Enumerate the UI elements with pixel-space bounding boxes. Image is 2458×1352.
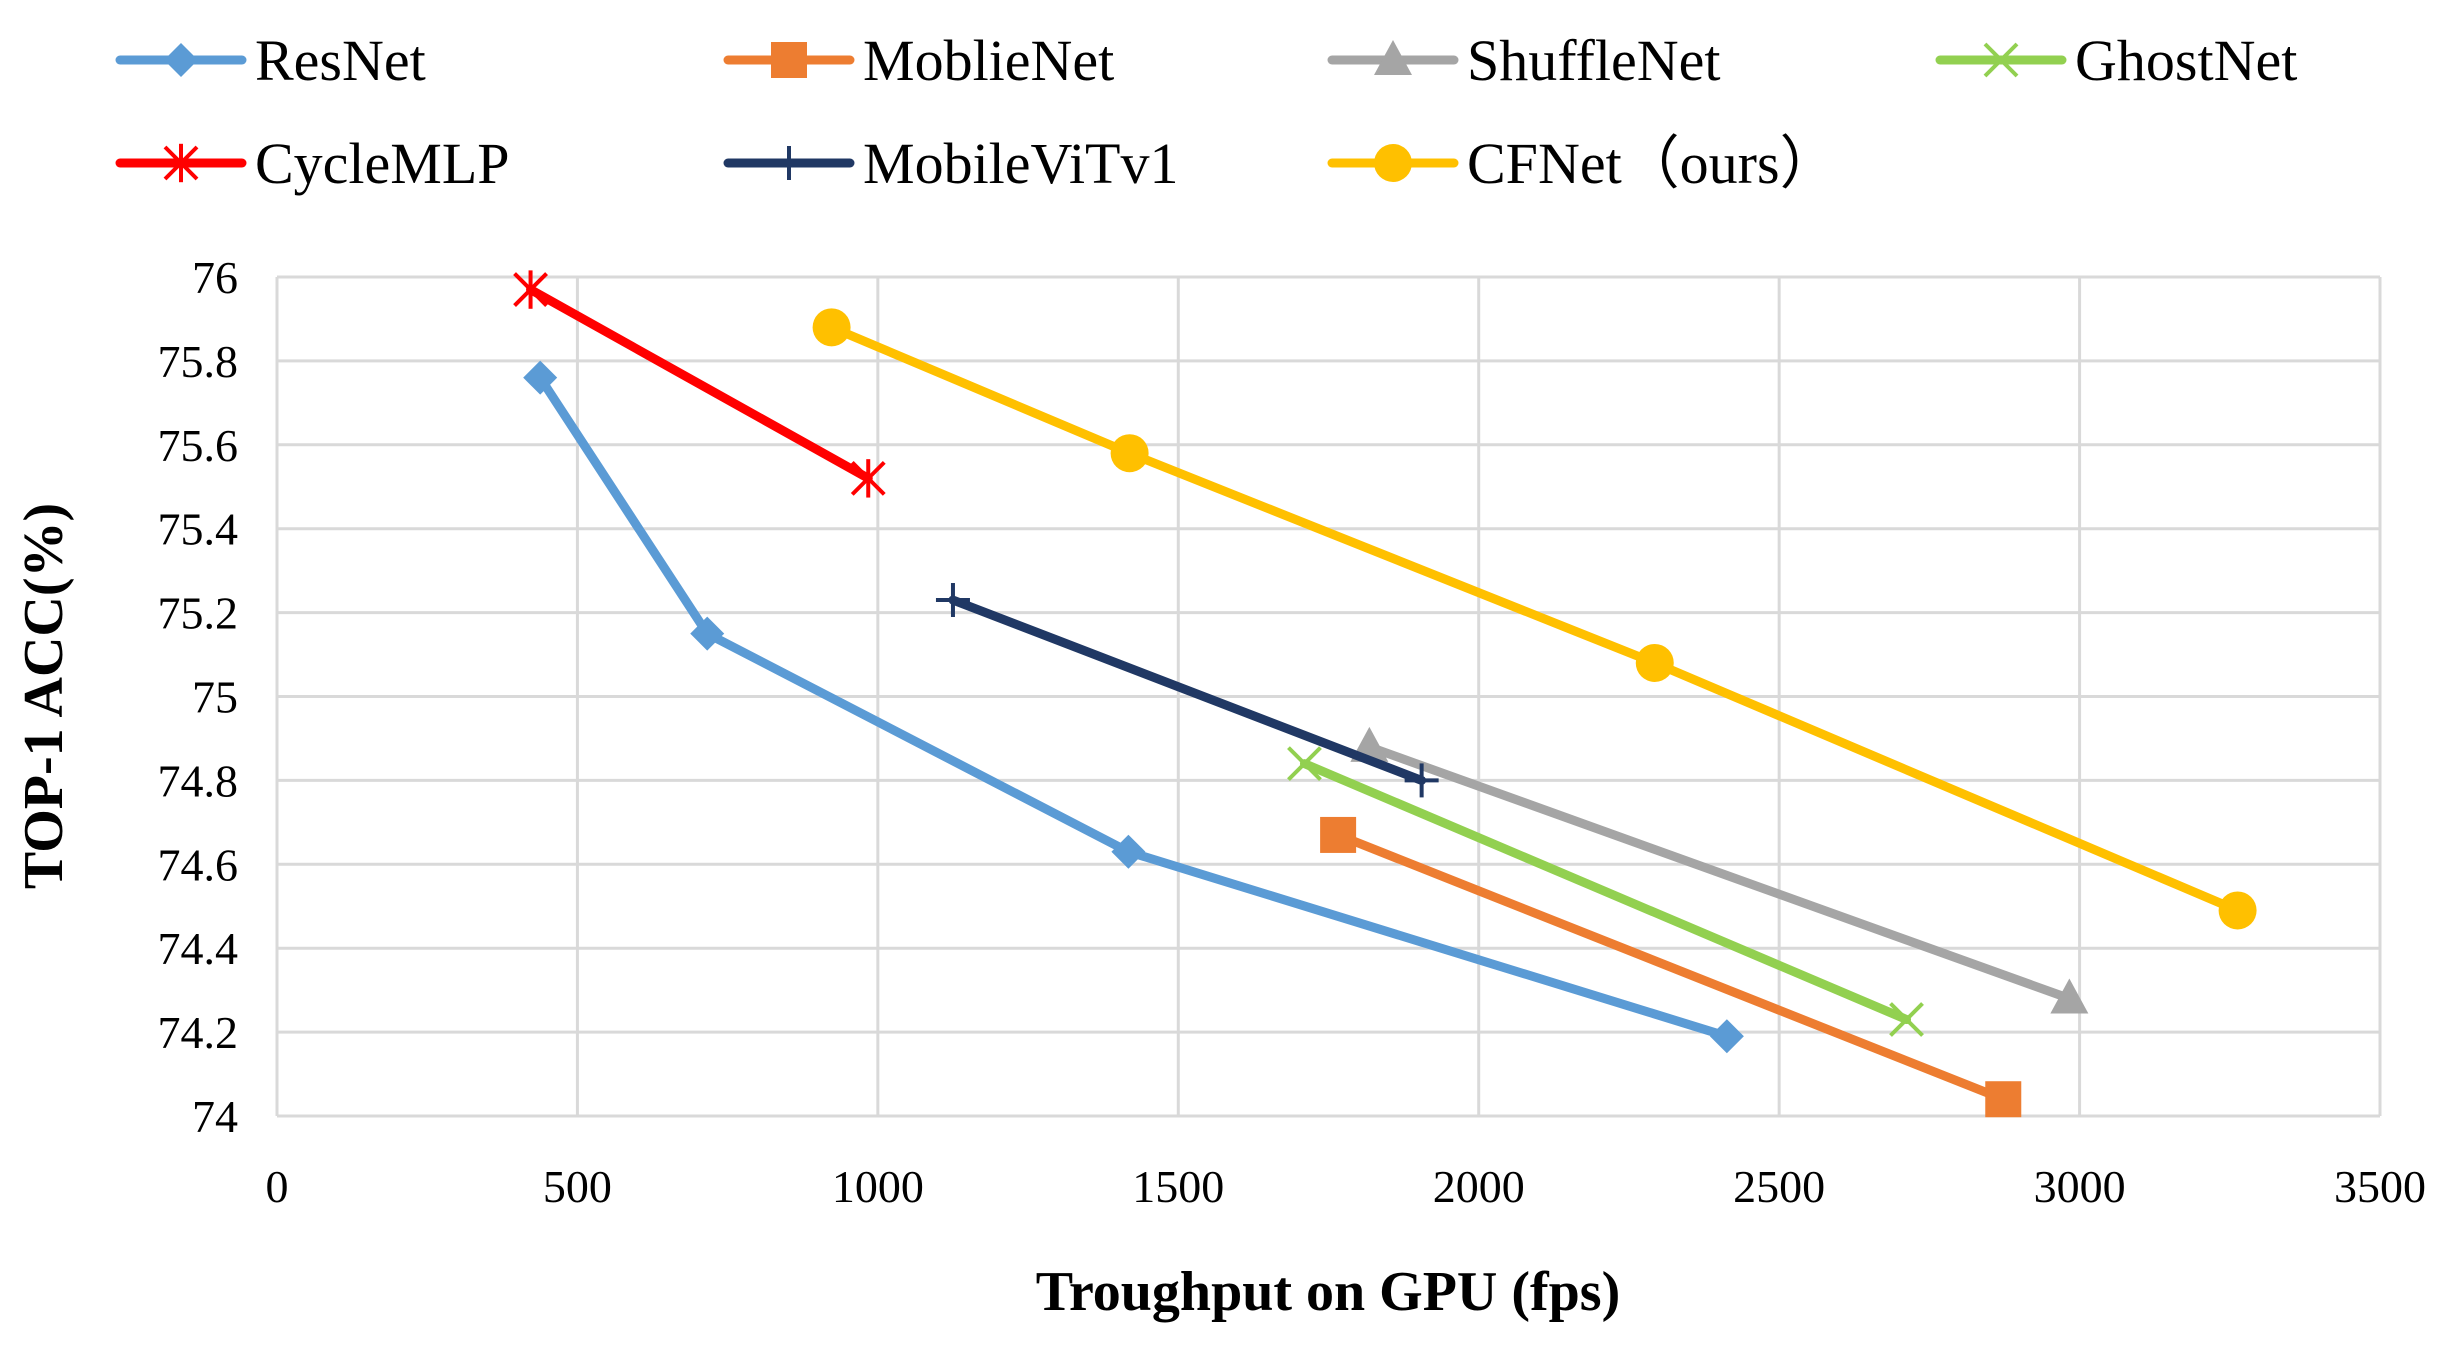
circle-marker bbox=[1110, 434, 1149, 473]
square-marker bbox=[1320, 816, 1357, 853]
legend-item: ShuffleNet bbox=[1327, 28, 1720, 93]
star-marker bbox=[163, 143, 199, 183]
series-cfnetours bbox=[812, 308, 2257, 930]
x-tick-label: 3500 bbox=[2334, 1161, 2426, 1212]
x-marker bbox=[1889, 1002, 1924, 1037]
x-tick-label: 1500 bbox=[1132, 1161, 1224, 1212]
legend-label: CFNet（ours） bbox=[1467, 131, 1838, 196]
x-tick-label: 1000 bbox=[832, 1161, 924, 1212]
x-tick-label: 0 bbox=[266, 1161, 289, 1212]
legend: ResNet MoblieNet ShuffleNet GhostNet CycleML… bbox=[115, 28, 2297, 196]
series-ghostnet bbox=[1287, 746, 1924, 1037]
diamond-marker bbox=[1709, 1019, 1744, 1054]
diamond-marker bbox=[690, 616, 725, 651]
x-tick-label: 3000 bbox=[2034, 1161, 2126, 1212]
y-tick-label: 74 bbox=[192, 1091, 238, 1142]
series-mobilevitv1 bbox=[935, 583, 1439, 798]
x-marker bbox=[1983, 42, 2019, 78]
series-resnet bbox=[523, 360, 1744, 1054]
legend-label: MobileViTv1 bbox=[863, 131, 1179, 196]
circle-marker bbox=[1635, 643, 1674, 682]
y-tick-label: 74.2 bbox=[158, 1007, 239, 1058]
y-tick-label: 74.8 bbox=[158, 755, 239, 806]
y-tick-label: 75.4 bbox=[158, 504, 239, 555]
series-line bbox=[535, 373, 1732, 1041]
legend-label: CycleMLP bbox=[255, 131, 510, 196]
plus-marker bbox=[1404, 763, 1439, 798]
series-line bbox=[827, 322, 2243, 915]
series-line bbox=[526, 285, 873, 483]
legend-label: GhostNet bbox=[2075, 28, 2297, 93]
diamond-marker bbox=[1111, 834, 1146, 869]
legend-item: ResNet bbox=[115, 28, 426, 93]
circle-marker bbox=[2218, 891, 2257, 930]
tick-labels: 74 74.2 74.4 74.6 74.8 75 75.2 75.4 75.6 75.8 76 0 5… bbox=[158, 252, 2427, 1212]
series-group bbox=[513, 270, 2257, 1118]
y-tick-label: 75.6 bbox=[158, 420, 239, 471]
x-tick-label: 500 bbox=[543, 1161, 612, 1212]
circle-marker bbox=[1374, 144, 1412, 182]
series-moblienet bbox=[1320, 816, 2022, 1118]
series-cyclemlp bbox=[513, 270, 886, 498]
star-marker bbox=[513, 270, 548, 309]
triangle-marker bbox=[1374, 40, 1412, 75]
square-marker bbox=[771, 42, 807, 78]
x-tick-label: 2500 bbox=[1733, 1161, 1825, 1212]
x-stroke bbox=[1983, 42, 2019, 78]
legend-item: MobileViTv1 bbox=[723, 131, 1179, 196]
y-tick-label: 74.6 bbox=[158, 839, 239, 890]
x-stroke bbox=[1287, 746, 1322, 782]
star-marker bbox=[850, 459, 886, 498]
x-tick-label: 2000 bbox=[1433, 1161, 1525, 1212]
y-tick-label: 75.2 bbox=[158, 588, 239, 639]
legend-label: MoblieNet bbox=[863, 28, 1114, 93]
grid bbox=[275, 275, 2382, 1118]
legend-item: MoblieNet bbox=[723, 28, 1114, 93]
y-tick-label: 76 bbox=[192, 252, 238, 303]
y-axis-title: TOP-1 ACC(%) bbox=[13, 503, 75, 889]
diamond-marker bbox=[164, 43, 198, 77]
legend-label: ShuffleNet bbox=[1467, 28, 1720, 93]
plus-marker bbox=[772, 146, 806, 180]
series-line bbox=[948, 595, 1427, 785]
x-axis-title: Troughput on GPU (fps) bbox=[1036, 1261, 1621, 1323]
y-tick-label: 75 bbox=[192, 672, 238, 723]
y-tick-label: 75.8 bbox=[158, 336, 239, 387]
circle-marker bbox=[812, 308, 851, 347]
x-marker bbox=[1287, 746, 1322, 782]
diamond-marker bbox=[523, 360, 558, 395]
triangle-marker bbox=[2050, 978, 2089, 1014]
series-line bbox=[1333, 830, 2008, 1104]
x-stroke bbox=[1889, 1002, 1924, 1037]
series-line bbox=[1299, 759, 1912, 1025]
legend-item: GhostNet bbox=[1935, 28, 2297, 93]
legend-label: ResNet bbox=[255, 28, 426, 93]
square-marker bbox=[1985, 1081, 2022, 1118]
y-tick-label: 74.4 bbox=[158, 923, 239, 974]
legend-item: CFNet（ours） bbox=[1327, 131, 1838, 196]
series-line bbox=[1364, 742, 2074, 1004]
series-shufflenet bbox=[1350, 726, 2089, 1014]
legend-item: CycleMLP bbox=[115, 131, 510, 196]
plus-marker bbox=[935, 583, 970, 618]
